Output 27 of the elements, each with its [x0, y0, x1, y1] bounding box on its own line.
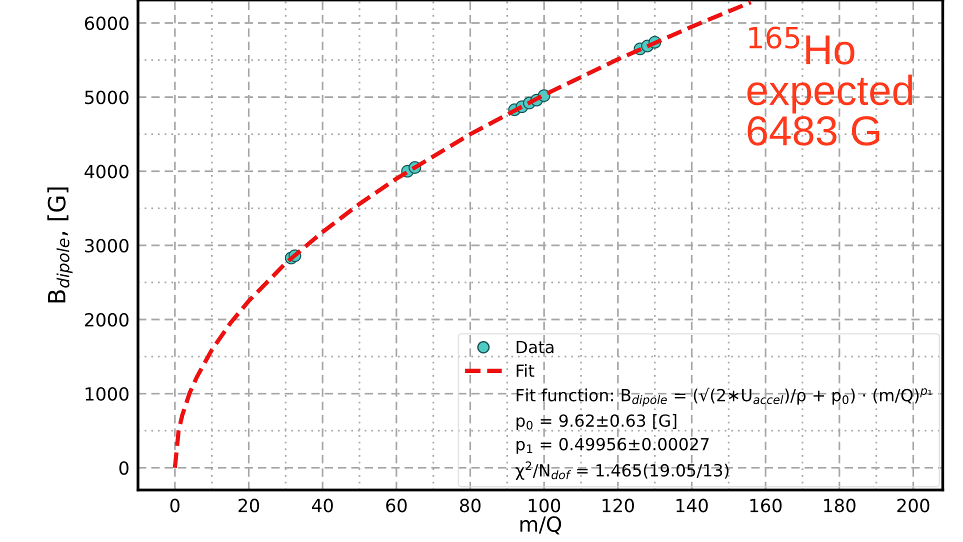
x-tick-label: 140: [676, 498, 708, 512]
annotation: χ$^{2}$/N$_{dof}$ = 1.465(19.05/13): [516, 461, 729, 480]
legend-label: Fit: [516, 364, 534, 377]
x-tick-label: 180: [824, 498, 856, 512]
x-tick-label: 200: [897, 498, 930, 512]
x-tick-label: 80: [460, 498, 481, 512]
y-tick-label: 2000: [85, 312, 128, 327]
y-tick-label: 4000: [84, 164, 128, 178]
legend-label: Data: [516, 340, 554, 354]
annotation: p$_{1}$ = 0.49956±0.00027: [516, 438, 709, 454]
x-tick-label: 20: [238, 498, 260, 512]
x-tick-label: 120: [602, 498, 634, 512]
y-tick-label: 5000: [85, 90, 128, 104]
annotation: p$_{0}$ = 9.62±0.63 [G]: [516, 414, 676, 430]
y-tick-label: 1000: [86, 387, 128, 401]
y-tick-label: 0: [119, 461, 128, 475]
x-axis-title: m/Q: [520, 516, 562, 534]
annotation: $^{165}$Ho expected 6483 G: [747, 26, 912, 146]
y-tick-label: 6000: [84, 16, 128, 30]
y-axis-title: B$_{dipole}$, [G]: [47, 188, 73, 302]
x-tick-label: 0: [170, 498, 180, 512]
y-tick-label: 3000: [85, 238, 128, 252]
annotation: Fit function: B$_{dipole}$ = (√(2∗U$_{accel}$)/ρ + p$_{0}$) · (m/Q)$^{p₁}$: [516, 388, 932, 406]
x-tick-label: 60: [386, 498, 407, 512]
x-tick-label: 160: [750, 498, 782, 512]
x-tick-label: 40: [312, 498, 333, 512]
x-tick-label: 100: [528, 498, 560, 512]
